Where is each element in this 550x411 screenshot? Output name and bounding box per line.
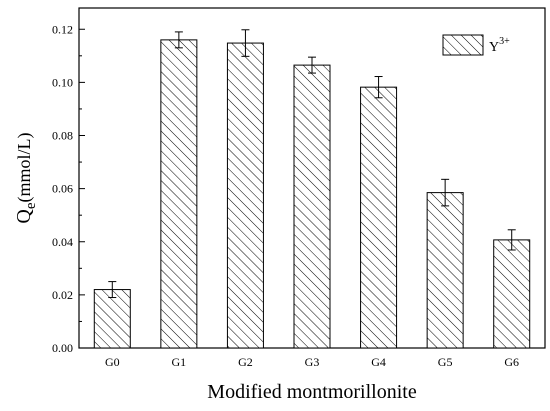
x-tick-label: G6 [504, 355, 519, 369]
x-tick-label: G3 [305, 355, 320, 369]
bar-g6 [493, 239, 531, 349]
error-bar-g1 [174, 31, 183, 49]
legend-label: Y3+ [489, 36, 510, 55]
y-tick-label: 0.12 [52, 22, 73, 36]
error-bars-group [108, 29, 516, 299]
y-axis-title-main: Q [13, 209, 35, 224]
x-axis-title: Modified montmorillonite [207, 381, 417, 403]
x-tick-label: G4 [371, 355, 386, 369]
y-tick-label: 0.08 [52, 129, 73, 143]
bar-g3 [293, 64, 331, 349]
error-bar-g6 [507, 229, 516, 251]
x-tick-label: G5 [438, 355, 453, 369]
error-bar-g5 [441, 178, 450, 207]
legend-swatch [442, 34, 484, 56]
bar-g2 [226, 42, 264, 349]
y-axis-title-sub: e [23, 202, 39, 209]
y-tick-label: 0.04 [52, 235, 73, 249]
y-tick-label: 0.06 [52, 182, 73, 196]
error-bar-g2 [241, 29, 250, 57]
bar-g1 [160, 39, 198, 349]
bar-g0 [93, 289, 131, 349]
error-bar-g3 [308, 56, 316, 74]
bar-g5 [426, 192, 464, 349]
y-axis-title-unit: (mmol/L) [14, 132, 35, 202]
bars-group [93, 39, 531, 349]
bar-g4 [360, 86, 398, 349]
y-tick-label: 0.02 [52, 288, 73, 302]
error-bar-g0 [108, 281, 117, 299]
x-tick-label: G2 [238, 355, 253, 369]
x-tick-label: G0 [105, 355, 120, 369]
y-tick-label: 0.00 [52, 341, 73, 355]
legend-label-sup: 3+ [499, 36, 510, 47]
y-tick-label: 0.10 [52, 75, 73, 89]
y-axis-ticks: 0.00 0.02 0.04 0.06 0.08 0.10 0.12 [52, 22, 85, 355]
legend-label-base: Y [489, 40, 499, 55]
y-axis-title: Qe(mmol/L) [13, 132, 39, 223]
error-bar-g4 [374, 76, 383, 99]
legend: Y3+ [442, 34, 510, 56]
x-tick-label: G1 [172, 355, 187, 369]
